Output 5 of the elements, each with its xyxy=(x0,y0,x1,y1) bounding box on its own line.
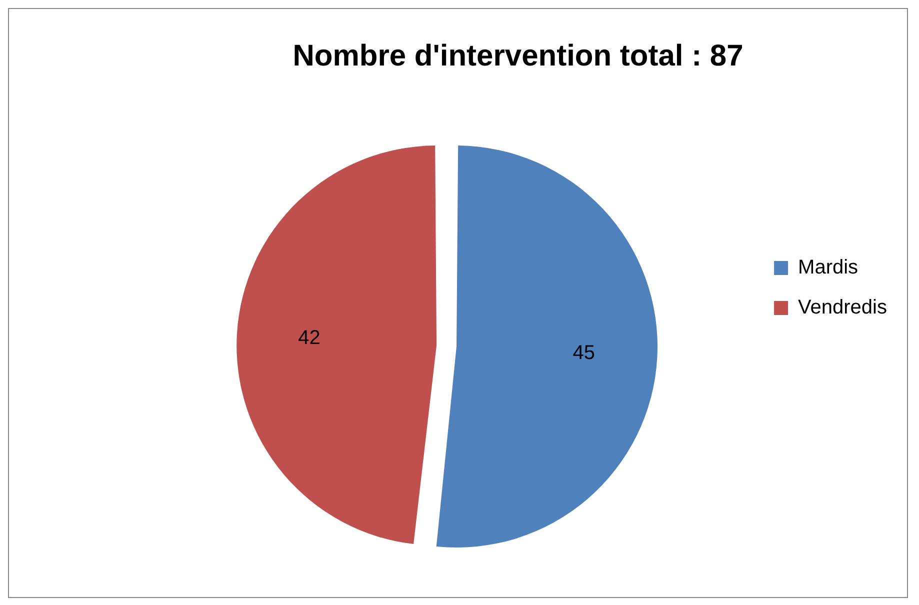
legend-label: Vendredis xyxy=(798,296,888,319)
chart-title: Nombre d'intervention total : 87 xyxy=(292,39,744,72)
data-label: 45 xyxy=(572,342,595,364)
legend-label: Mardis xyxy=(798,256,858,279)
data-label: 42 xyxy=(298,327,320,350)
